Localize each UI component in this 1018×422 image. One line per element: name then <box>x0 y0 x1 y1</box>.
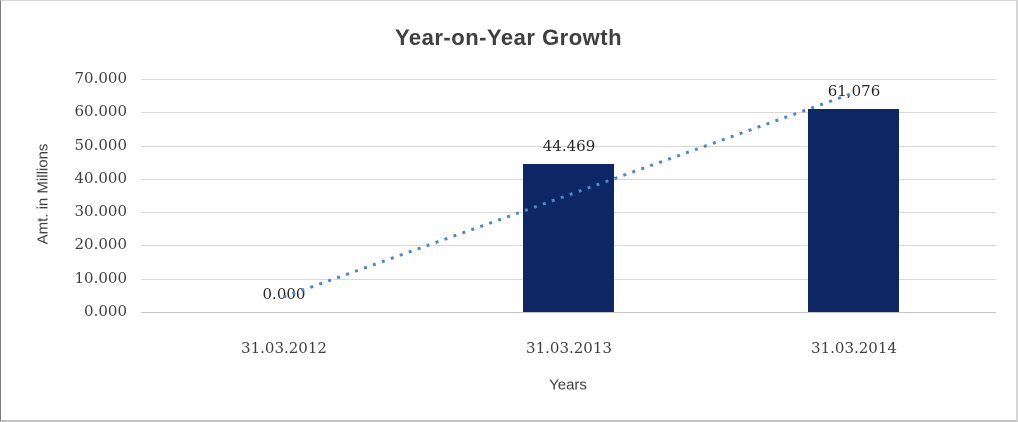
x-tick-label: 31.03.2013 <box>526 339 612 357</box>
x-axis-title: Years <box>549 376 587 394</box>
bar <box>808 109 899 312</box>
bar <box>523 164 614 312</box>
bar-data-label: 44.469 <box>542 137 596 155</box>
x-axis-line <box>141 312 996 313</box>
x-tick-label: 31.03.2012 <box>241 339 327 357</box>
x-tick-label: 31.03.2014 <box>811 339 897 357</box>
y-tick-label: 20.000 <box>74 235 128 253</box>
plot-area <box>141 79 996 313</box>
bar-data-label: 61,076 <box>827 82 881 100</box>
y-tick-label: 50.000 <box>74 136 128 154</box>
gridline <box>141 79 996 80</box>
y-tick-label: 30.000 <box>74 202 128 220</box>
y-axis-title: Amt. in Millions <box>34 143 52 245</box>
chart-title: Year-on-Year Growth <box>394 25 623 50</box>
y-tick-label: 0.000 <box>84 302 127 320</box>
y-tick-label: 40.000 <box>74 169 128 187</box>
y-tick-label: 70.000 <box>74 69 128 87</box>
y-tick-label: 60.000 <box>74 102 128 120</box>
bar-data-label: 0.000 <box>262 285 306 303</box>
y-tick-label: 10.000 <box>74 269 128 287</box>
